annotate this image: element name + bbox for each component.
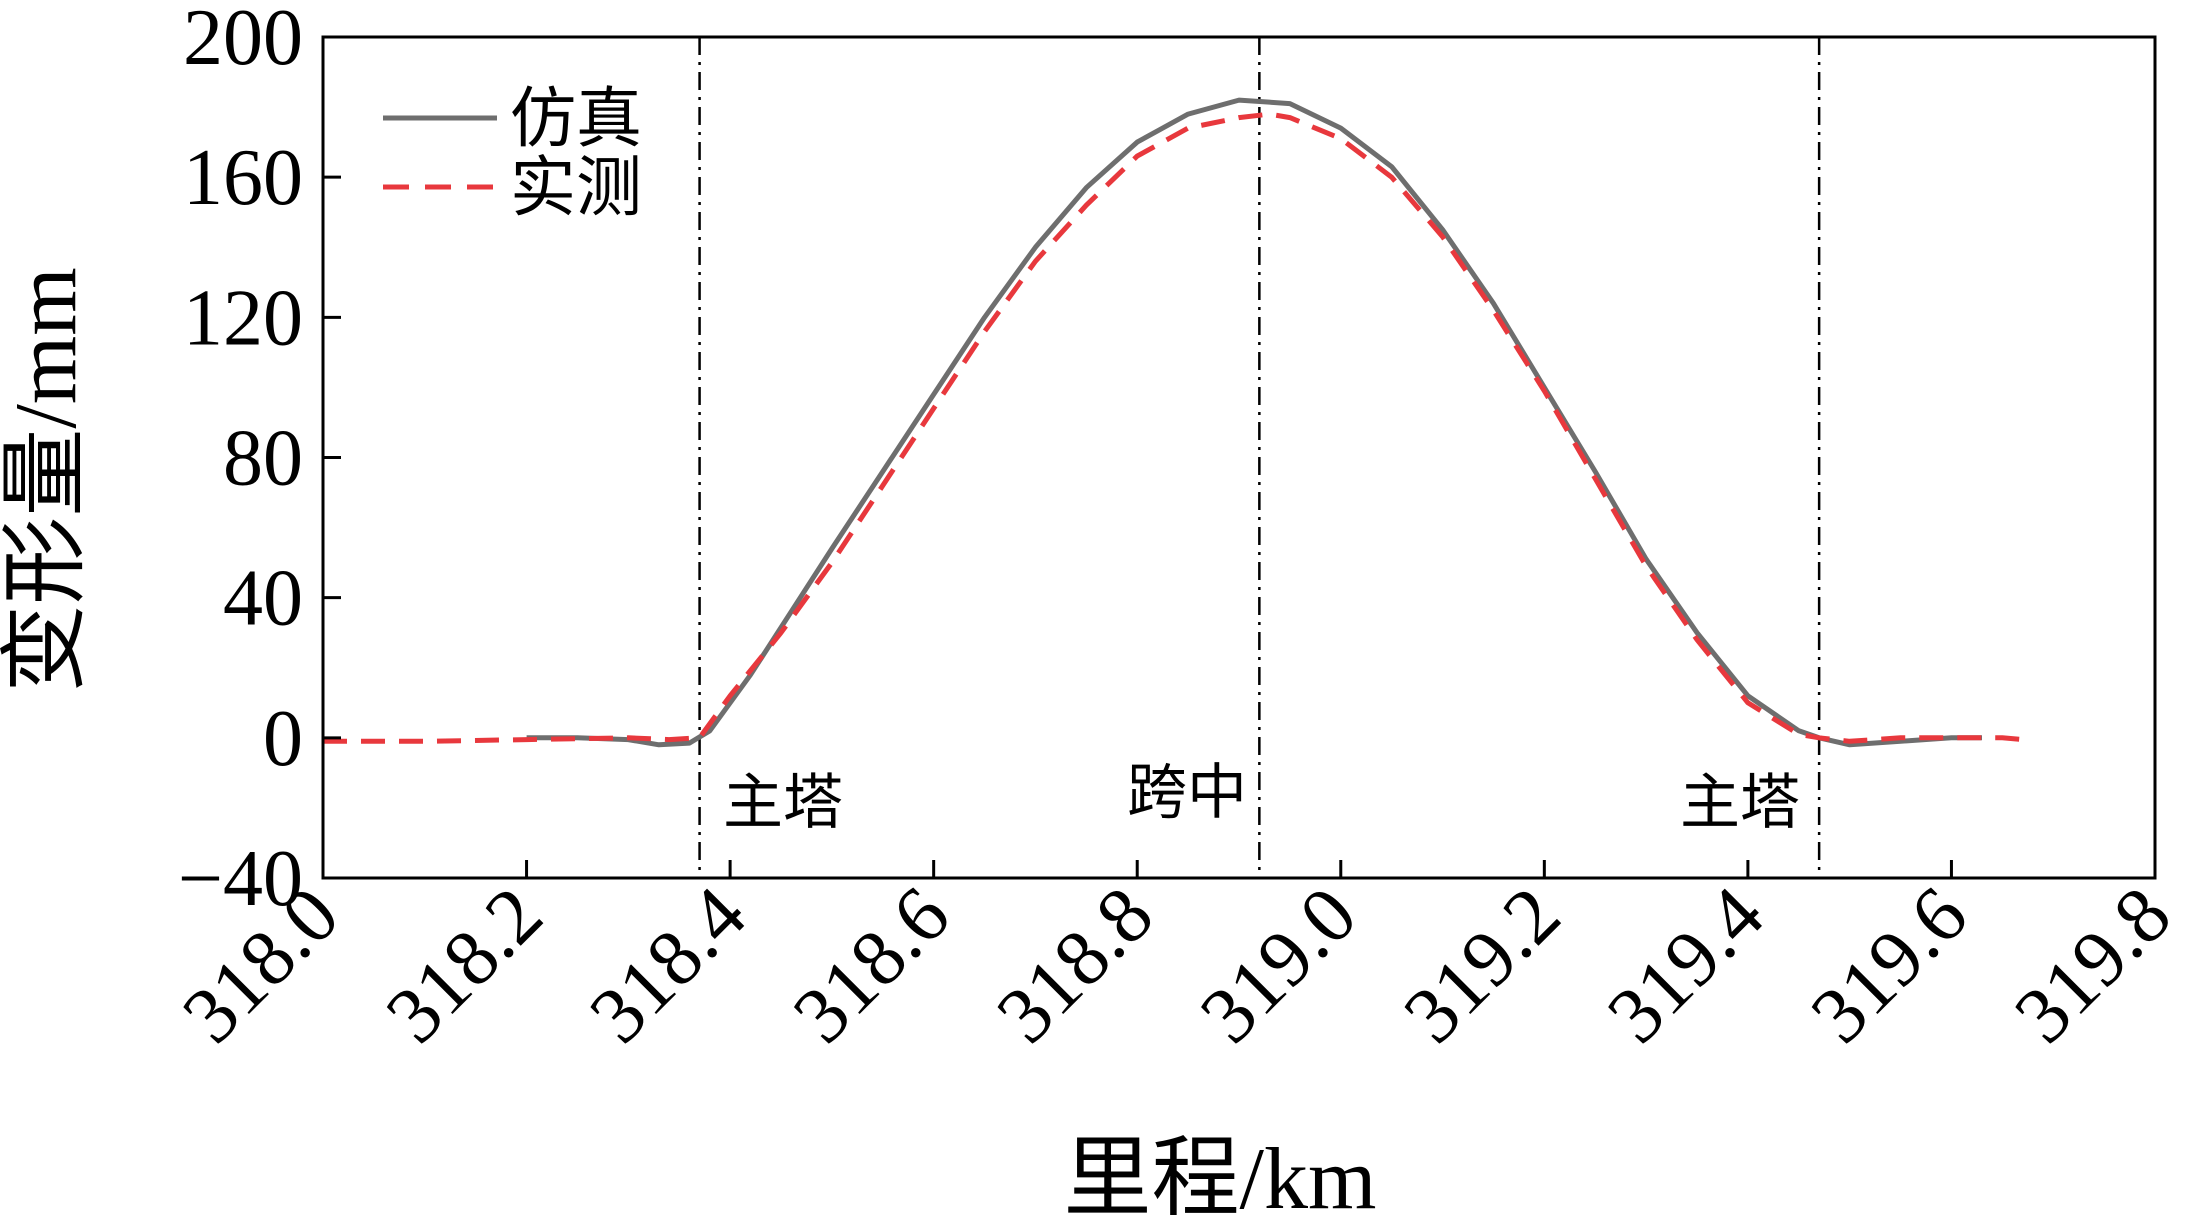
legend-label-measured: 实测 [510, 152, 642, 225]
series-layer [323, 97, 2023, 748]
annotation-tower-right: 主塔 [1680, 770, 1800, 836]
x-tick-label: 318.6 [777, 871, 967, 1061]
legend-label-simulation: 仿真 [510, 83, 642, 156]
y-tick-label: −40 [178, 835, 303, 923]
legend: 仿真 实测 [383, 83, 642, 225]
annotation-tower-left: 主塔 [723, 770, 843, 836]
y-tick-label: 80 [223, 415, 303, 503]
x-tick-label: 319.4 [1591, 871, 1781, 1061]
y-tick-label: 40 [223, 555, 303, 643]
x-tick-label: 318.4 [573, 871, 763, 1061]
series-line-0 [526, 97, 1982, 748]
y-tick-label: 160 [183, 134, 303, 222]
x-tick-label: 318.8 [980, 871, 1170, 1061]
y-tick-label: 120 [183, 274, 303, 362]
x-tick-label: 319.6 [1795, 871, 1985, 1061]
y-axis: −40 0 40 80 120 160 200 [178, 0, 341, 923]
x-tick-label: 319.0 [1184, 871, 1374, 1061]
x-tick-label: 319.2 [1388, 871, 1578, 1061]
x-tick-label: 319.8 [1998, 871, 2188, 1061]
reference-lines [698, 37, 1821, 878]
y-axis-title: 变形量/mm [0, 267, 95, 692]
annotation-midspan: 跨中 [1127, 760, 1247, 826]
x-tick-label: 318.2 [370, 871, 560, 1061]
x-axis: 318.0 318.2 318.4 318.6 318.8 319.0 319.2 319.4… [166, 860, 2188, 1060]
y-tick-label: 200 [183, 0, 303, 82]
x-axis-title: 里程/km [1064, 1131, 1377, 1222]
y-tick-label: 0 [263, 695, 303, 783]
